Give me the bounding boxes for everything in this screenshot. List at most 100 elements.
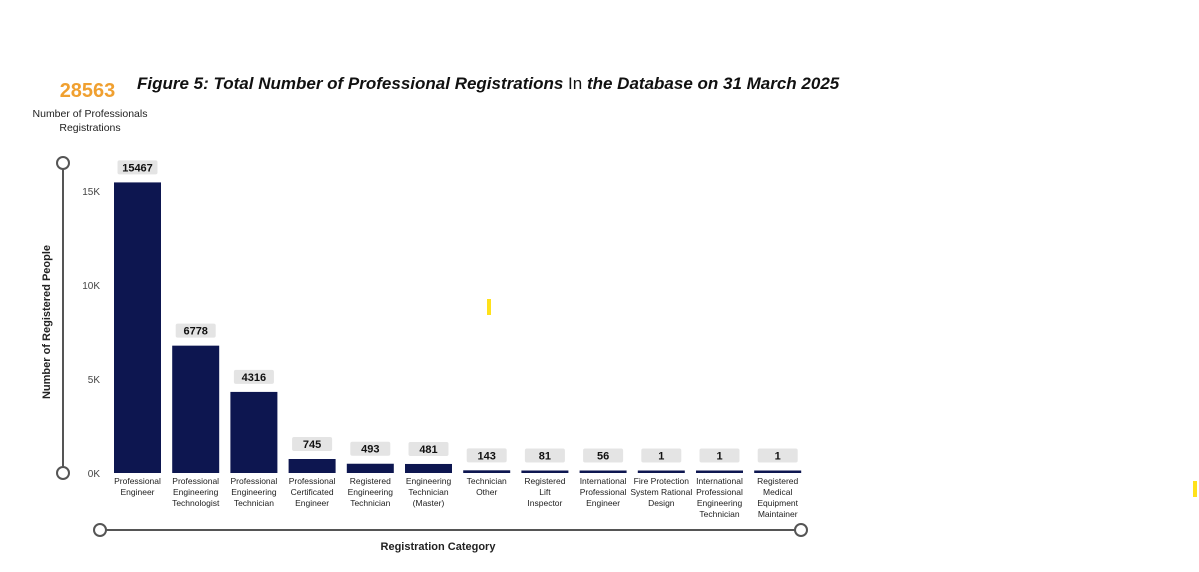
x-axis-right-handle [794,523,808,537]
kpi-label: Number of Professionals Registrations [30,107,150,135]
data-label: 143 [478,450,496,462]
x-tick-label-line: International [696,476,743,486]
data-label-bg [699,448,740,463]
data-label-bg [117,160,158,175]
x-tick-label-line: Professional [696,487,743,497]
x-tick-label-line: Professional [231,476,278,486]
data-label-bg [466,448,507,463]
x-tick-label-line: Maintainer [758,509,798,519]
y-tick-label: 5K [88,375,101,386]
x-tick-label-line: Engineering [173,487,219,497]
accent-mark-edge [1193,481,1197,497]
y-axis-title: Number of Registered People [41,245,53,399]
x-tick-label-line: Registered [350,476,391,486]
data-label-bg [524,448,565,463]
accent-mark [487,299,491,315]
data-label: 745 [303,439,321,451]
x-tick-label: Professional Certificated Engineer [289,476,336,508]
x-tick-label: International Professional Engineering Tech… [696,476,743,519]
x-tick-label-line: Engineering [348,487,394,497]
x-tick-label-line: International [580,476,627,486]
x-tick-label-line: Technician [408,487,448,497]
x-tick-label: International Professional Engineer [580,476,627,508]
x-tick-label-line: Lift [539,487,551,497]
x-tick-label-line: Engineer [120,487,154,497]
x-tick-label: Registered Medical Equipment Maintainer [757,476,799,519]
x-tick-label: Registered Lift Inspector [524,476,565,508]
data-label-bg [350,441,391,456]
y-tick-label: 0K [88,469,101,480]
x-tick-label-line: Technician [234,498,274,508]
x-tick-label-line: Other [476,487,497,497]
x-tick-label-line: Registered [524,476,565,486]
bar [405,463,452,473]
data-label: 6778 [183,326,207,338]
bar [172,345,220,473]
figure-title-part3: the Database on 31 March 2025 [586,74,840,93]
x-tick-label-line: Engineering [697,498,743,508]
data-label-bg [175,323,216,338]
x-tick-label-line: Inspector [527,498,562,508]
x-tick-label-line: Professional [580,487,627,497]
data-label: 1 [658,451,664,463]
bar [114,182,161,473]
x-axis-left-handle [93,523,107,537]
kpi-label-line2: Registrations [59,122,121,134]
x-tick-label-line: Fire Protection [634,476,690,486]
bar [288,459,336,473]
x-tick-label: Technician Other [467,476,507,497]
data-label: 481 [419,444,437,456]
x-tick-label: Professional Engineer [114,476,161,497]
data-label-bg [757,448,798,463]
figure-title: Figure 5: Total Number of Professional R… [137,74,839,94]
x-tick-label: Engineering Technician (Master) [406,476,452,508]
x-tick-label-line: Engineer [586,498,620,508]
y-axis-top-handle [56,156,70,170]
x-tick-label-line: Medical [763,487,792,497]
data-label-bg [408,441,449,456]
x-tick-label: Fire Protection System Rational Design [630,476,692,508]
x-tick-label-line: Technician [350,498,390,508]
x-tick-label-line: Technologist [172,498,220,508]
x-tick-label-line: System Rational [630,487,692,497]
kpi-value: 28563 [59,80,116,102]
x-tick-label-line: Technician [467,476,507,486]
x-tick-label-line: Professional [114,476,161,486]
bar [579,470,627,473]
x-tick-label: Professional Engineering Technologist [172,476,220,508]
kpi-label-line1: Number of Professionals [32,108,148,120]
figure-title-part1: Figure 5: Total Number of Professional R… [137,74,564,93]
x-tick-label: Registered Engineering Technician [348,476,394,508]
bar [346,463,394,473]
x-tick-label-line: Technician [699,509,739,519]
bar [521,470,569,473]
data-label-bg [292,437,333,452]
x-tick-label-line: Equipment [757,498,798,508]
data-label: 81 [539,451,551,463]
x-tick-label-line: Professional [289,476,336,486]
x-axis-title: Registration Category [381,541,497,553]
data-label: 15467 [122,162,153,174]
figure-title-part2: In [563,74,587,93]
x-tick-label-line: Professional [172,476,219,486]
bar [463,470,511,473]
data-label: 493 [361,444,379,456]
y-tick-label: 10K [82,281,100,292]
x-tick-label-line: Engineering [231,487,277,497]
data-label-bg [583,448,624,463]
y-axis-bottom-handle [56,466,70,480]
data-label: 1 [775,451,781,463]
y-tick-label: 15K [82,187,100,198]
x-tick-label-line: Engineer [295,498,329,508]
x-tick-label-line: Registered [757,476,798,486]
x-tick-label: Professional Engineering Technician [231,476,278,508]
data-label: 56 [597,451,609,463]
x-tick-label-line: Certificated [291,487,334,497]
x-tick-label-line: (Master) [413,498,445,508]
data-label-bg [233,369,274,384]
bar [637,470,685,473]
bar [696,470,743,473]
data-label-bg [641,448,682,463]
data-label: 1 [716,451,722,463]
